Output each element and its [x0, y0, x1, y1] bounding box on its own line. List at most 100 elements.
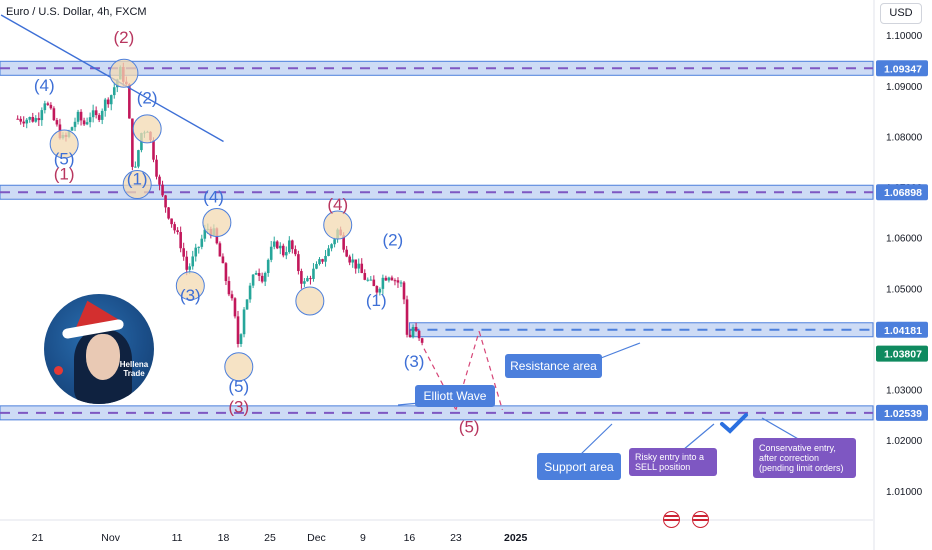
x-tick-label: Dec	[307, 532, 326, 544]
wave-pivot-circle	[323, 210, 353, 240]
candle-body	[245, 299, 249, 310]
wave-label: (1)	[54, 164, 75, 183]
candle-body	[345, 249, 348, 257]
candle-body	[34, 118, 38, 122]
candle-body	[248, 285, 252, 300]
us-flag-icon[interactable]	[692, 511, 709, 528]
candle-body	[70, 127, 74, 131]
candle-body	[251, 274, 255, 286]
candle-body	[40, 110, 44, 121]
candle-body	[402, 282, 406, 300]
candle-body	[242, 309, 246, 335]
candle-body	[330, 244, 333, 249]
candle-body	[236, 316, 240, 344]
current-price-label: 1.03807	[884, 349, 922, 361]
candle-body	[106, 99, 110, 105]
wave-pivot-circle	[49, 129, 79, 159]
resistance-callout: Resistance area	[505, 354, 602, 378]
level-price-label: 1.04181	[884, 325, 922, 337]
candle-body	[281, 245, 285, 256]
candle-body	[25, 119, 29, 124]
callout-pointer	[682, 423, 715, 451]
candle-body	[309, 278, 312, 280]
candle-body	[109, 95, 113, 105]
candle-body	[342, 235, 345, 250]
candle-body	[185, 256, 188, 270]
wave-pivot-circle	[175, 271, 205, 301]
candle-body	[275, 241, 279, 249]
candle-body	[88, 117, 92, 123]
candle-body	[300, 271, 303, 284]
wave-pivot-circle	[224, 352, 254, 382]
candle-body	[333, 239, 336, 245]
candle-body	[288, 240, 291, 253]
projection-path	[478, 331, 503, 410]
candle-body	[312, 268, 315, 279]
candle-body	[239, 334, 243, 344]
avatar-face	[86, 334, 120, 380]
level-price-tag	[876, 184, 928, 201]
ornament-icon	[54, 366, 63, 375]
candle-body	[137, 150, 140, 167]
wave-label: (5)	[54, 149, 75, 168]
price-axis[interactable]	[874, 0, 932, 550]
candle-body	[112, 87, 116, 96]
y-tick-label: 1.01000	[886, 487, 923, 498]
candle-body	[263, 273, 267, 282]
level-price-label: 1.06898	[884, 187, 922, 199]
wave-label: (4)	[203, 187, 224, 206]
candle-body	[399, 282, 403, 284]
wave-label: (4)	[34, 76, 55, 95]
candle-body	[191, 256, 195, 267]
candle-body	[218, 243, 222, 257]
candle-body	[393, 280, 397, 282]
candle-body	[408, 334, 412, 338]
candle-body	[46, 103, 50, 105]
candle-body	[354, 259, 358, 269]
y-tick-label: 1.05000	[886, 284, 923, 295]
wave-pivot-circle	[202, 208, 232, 238]
candle-body	[152, 140, 155, 160]
candle-body	[43, 103, 47, 111]
wave-label: (2)	[114, 28, 135, 47]
candle-body	[155, 159, 158, 177]
y-tick-label: 1.10000	[886, 31, 923, 42]
candle-body	[303, 281, 306, 284]
wave-label: (5)	[228, 377, 249, 396]
x-tick-label: 9	[360, 532, 366, 544]
candle-body	[128, 84, 131, 119]
candle-body	[103, 99, 107, 111]
candle-body	[315, 264, 318, 269]
candle-body	[224, 263, 228, 282]
author-avatar: Hellena Trade	[44, 294, 154, 404]
candle-body	[396, 280, 400, 283]
candle-body	[221, 256, 225, 264]
candle-body	[167, 207, 170, 219]
x-tick-label: 23	[450, 532, 462, 544]
candle-body	[390, 277, 394, 281]
candle-body	[272, 241, 276, 247]
candle-body	[269, 246, 273, 260]
candle-body	[260, 275, 264, 282]
x-tick-label: 11	[172, 532, 183, 544]
candle-body	[294, 249, 297, 255]
candle-body	[266, 259, 270, 274]
callout-pointer	[600, 342, 641, 359]
x-tick-label: 21	[32, 532, 44, 544]
candle-body	[321, 259, 324, 262]
candle-body	[97, 115, 101, 120]
candle-body	[188, 266, 192, 270]
candle-body	[420, 338, 424, 343]
wave-pivot-circle	[295, 286, 325, 316]
candle-body	[31, 117, 35, 122]
level-price-tag	[876, 60, 928, 77]
wave-label: (3)	[228, 397, 249, 416]
candle-body	[351, 259, 354, 263]
currency-button[interactable]: USD	[880, 3, 922, 24]
us-flag-icon[interactable]	[663, 511, 680, 528]
candle-body	[76, 111, 80, 122]
candle-body	[164, 195, 167, 208]
current-price-tag	[876, 345, 928, 362]
candle-body	[94, 110, 98, 116]
